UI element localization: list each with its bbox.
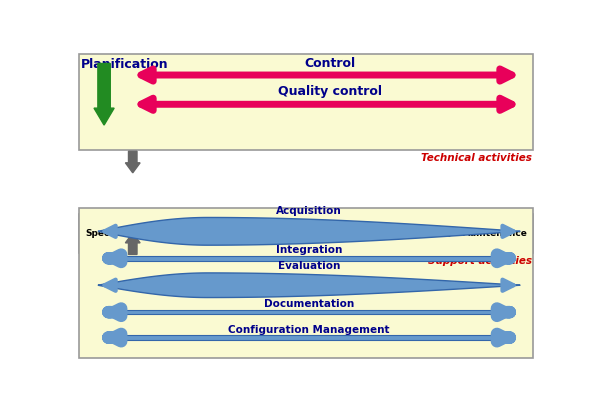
- Text: Maintenance: Maintenance: [461, 229, 527, 238]
- Polygon shape: [112, 310, 506, 315]
- FancyBboxPatch shape: [78, 214, 534, 253]
- Text: Planification: Planification: [81, 58, 168, 71]
- Text: Specification: Specification: [85, 229, 151, 238]
- Text: Conceptualization: Conceptualization: [166, 229, 258, 238]
- Text: Integration: Integration: [276, 245, 342, 255]
- Text: Acquisition: Acquisition: [276, 206, 342, 216]
- FancyBboxPatch shape: [176, 220, 248, 247]
- FancyArrow shape: [125, 151, 140, 173]
- Text: Quality control: Quality control: [278, 85, 382, 98]
- Polygon shape: [98, 217, 520, 245]
- FancyBboxPatch shape: [457, 220, 530, 247]
- FancyBboxPatch shape: [269, 220, 343, 247]
- Text: Technical activities: Technical activities: [421, 153, 532, 163]
- FancyBboxPatch shape: [82, 220, 155, 247]
- Text: Control: Control: [305, 57, 356, 70]
- FancyArrow shape: [94, 63, 114, 125]
- FancyBboxPatch shape: [78, 54, 534, 151]
- FancyArrow shape: [125, 233, 140, 254]
- Text: Support activities: Support activities: [428, 256, 532, 266]
- Text: Evaluation: Evaluation: [278, 261, 340, 271]
- Text: Configuration Management: Configuration Management: [228, 324, 390, 335]
- Polygon shape: [112, 335, 506, 340]
- Polygon shape: [98, 273, 520, 298]
- Text: Implementation: Implementation: [359, 229, 441, 238]
- FancyBboxPatch shape: [364, 220, 436, 247]
- Text: Documentation: Documentation: [264, 299, 354, 309]
- FancyBboxPatch shape: [78, 208, 534, 359]
- Polygon shape: [112, 256, 506, 260]
- Text: Formalization: Formalization: [271, 229, 341, 238]
